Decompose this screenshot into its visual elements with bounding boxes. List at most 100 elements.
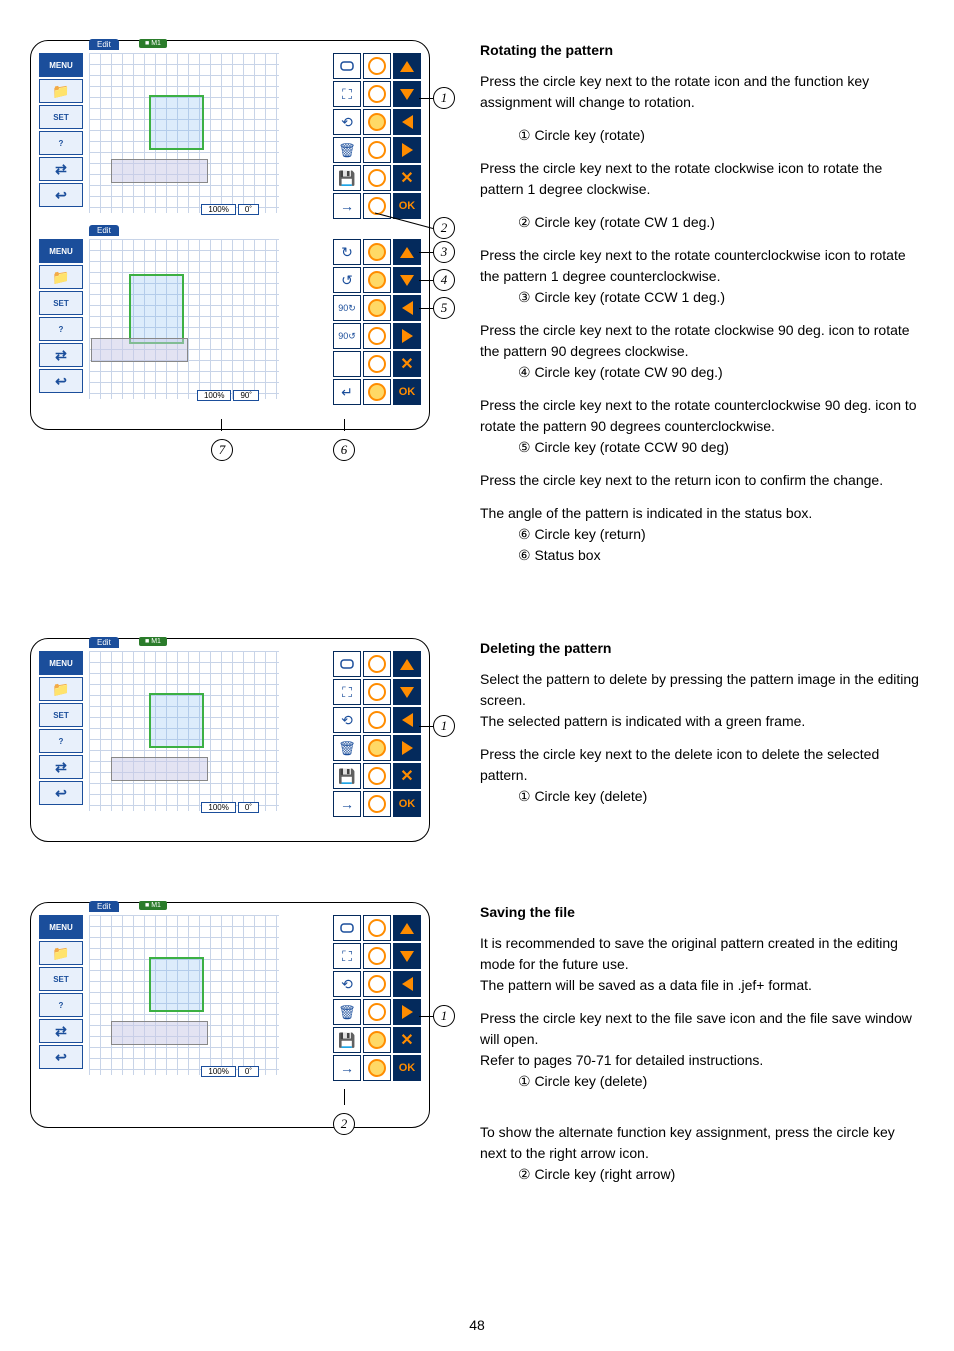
circle-key[interactable]	[363, 971, 391, 997]
circle-key-next[interactable]	[363, 1055, 391, 1081]
circle-key-rotate[interactable]	[363, 109, 391, 135]
circle-key-ccw[interactable]	[363, 267, 391, 293]
return-menu-button[interactable]: ↩	[39, 781, 83, 805]
circle-key-cw[interactable]	[363, 239, 391, 265]
left-arrow-key[interactable]	[393, 109, 421, 135]
arrow-lr-button[interactable]: ⇄	[39, 1019, 83, 1043]
circle-key[interactable]	[363, 915, 391, 941]
folder-button[interactable]: 📁	[39, 79, 83, 103]
circle-key-blank[interactable]	[363, 351, 391, 377]
right-arrow-key[interactable]	[393, 137, 421, 163]
pattern-selected[interactable]	[149, 95, 204, 150]
up-arrow-key[interactable]	[393, 53, 421, 79]
angle-box: 0˚	[238, 1066, 259, 1077]
right-arrow-key[interactable]	[393, 323, 421, 349]
circle-key-4[interactable]	[363, 137, 391, 163]
angle-box: 0˚	[238, 204, 259, 215]
circle-key-5[interactable]	[363, 165, 391, 191]
return-menu-button[interactable]: ↩	[39, 1045, 83, 1069]
circle-key-1[interactable]	[363, 53, 391, 79]
left-arrow-key[interactable]	[393, 295, 421, 321]
circle-key-2[interactable]	[363, 81, 391, 107]
circle-key-return[interactable]	[363, 379, 391, 405]
circle-key-save[interactable]	[363, 1027, 391, 1053]
x-key[interactable]: ✕	[393, 351, 421, 377]
circle-key[interactable]	[363, 679, 391, 705]
menu-button[interactable]: MENU	[39, 651, 83, 675]
edit-grid-1[interactable]: Edit ■ M1 100% 0˚	[89, 53, 279, 213]
down-arrow-key[interactable]	[393, 267, 421, 293]
help-button[interactable]: ?	[39, 993, 83, 1017]
x-key[interactable]: ✕	[393, 1027, 421, 1053]
arrow-lr-button[interactable]: ⇄	[39, 157, 83, 181]
return-menu-button[interactable]: ↩	[39, 369, 83, 393]
status-bar-1: 100% 0˚	[201, 204, 259, 215]
circle-key-ccw90[interactable]	[363, 323, 391, 349]
folder-button[interactable]: 📁	[39, 265, 83, 289]
status-bar-2: 100% 90˚	[197, 390, 259, 401]
right-arrow-key[interactable]	[393, 999, 421, 1025]
set-button[interactable]: SET	[39, 703, 83, 727]
menu-button[interactable]: MENU	[39, 239, 83, 263]
status-bar-3: 100% 0˚	[201, 802, 259, 813]
help-button[interactable]: ?	[39, 317, 83, 341]
ok-key[interactable]: OK	[393, 1055, 421, 1081]
edit-grid-2[interactable]: Edit 100% 90˚	[89, 239, 279, 399]
section3-left: MENU 📁 SET ? ⇄ ↩ Edit ■ M1 100%	[30, 902, 430, 1128]
folder-button[interactable]: 📁	[39, 677, 83, 701]
help-button[interactable]: ?	[39, 729, 83, 753]
right-arrow-key[interactable]	[393, 735, 421, 761]
edit-grid-4[interactable]: Edit ■ M1 100% 0˚	[89, 915, 279, 1075]
down-arrow-key[interactable]	[393, 81, 421, 107]
ok-key[interactable]: OK	[393, 791, 421, 817]
rotate-icon: ⟲	[333, 109, 361, 135]
help-button[interactable]: ?	[39, 131, 83, 155]
pattern-selected[interactable]	[149, 957, 204, 1012]
arrow-lr-button[interactable]: ⇄	[39, 755, 83, 779]
ok-key[interactable]: OK	[393, 193, 421, 219]
down-arrow-key[interactable]	[393, 679, 421, 705]
ok-key[interactable]: OK	[393, 379, 421, 405]
callout-line-s3-1	[419, 1016, 433, 1017]
s1-p2: Press the circle key next to the rotate …	[480, 158, 924, 200]
page-number: 48	[469, 1317, 485, 1333]
circle-key[interactable]	[363, 999, 391, 1025]
hoop-icon	[333, 915, 361, 941]
set-button[interactable]: SET	[39, 291, 83, 315]
circle-key[interactable]	[363, 791, 391, 817]
circle-key-cw90[interactable]	[363, 295, 391, 321]
down-arrow-key[interactable]	[393, 943, 421, 969]
circle-key-delete[interactable]	[363, 735, 391, 761]
menu-col-4: MENU 📁 SET ? ⇄ ↩	[39, 915, 83, 1081]
s2-p2: The selected pattern is indicated with a…	[480, 711, 924, 732]
left-arrow-key[interactable]	[393, 971, 421, 997]
up-arrow-key[interactable]	[393, 651, 421, 677]
set-button[interactable]: SET	[39, 105, 83, 129]
menu-button[interactable]: MENU	[39, 915, 83, 939]
section1-left: MENU 📁 SET ? ⇄ ↩ Edit ■ M1 100%	[30, 40, 430, 430]
x-key[interactable]: ✕	[393, 165, 421, 191]
section1-text: Rotating the pattern Press the circle ke…	[480, 40, 924, 578]
save-icon: 💾	[333, 763, 361, 789]
rotate-cw90-icon: 90↻	[333, 295, 361, 321]
edit-grid-3[interactable]: Edit ■ M1 100% 0˚	[89, 651, 279, 811]
hoop-icon	[333, 53, 361, 79]
folder-button[interactable]: 📁	[39, 941, 83, 965]
pattern-selected[interactable]	[129, 274, 184, 344]
left-arrow-key[interactable]	[393, 707, 421, 733]
arrow-lr-button[interactable]: ⇄	[39, 343, 83, 367]
set-button[interactable]: SET	[39, 967, 83, 991]
pattern-selected[interactable]	[149, 693, 204, 748]
circle-key[interactable]	[363, 651, 391, 677]
menu-button[interactable]: MENU	[39, 53, 83, 77]
up-arrow-key[interactable]	[393, 239, 421, 265]
circle-key[interactable]	[363, 943, 391, 969]
up-arrow-key[interactable]	[393, 915, 421, 941]
m1-label: M1	[151, 638, 161, 645]
circle-key[interactable]	[363, 763, 391, 789]
s2-b1: ① Circle key (delete)	[518, 786, 924, 807]
circle-key[interactable]	[363, 707, 391, 733]
return-menu-button[interactable]: ↩	[39, 183, 83, 207]
callout-s3-1: 1	[433, 1005, 455, 1027]
x-key[interactable]: ✕	[393, 763, 421, 789]
